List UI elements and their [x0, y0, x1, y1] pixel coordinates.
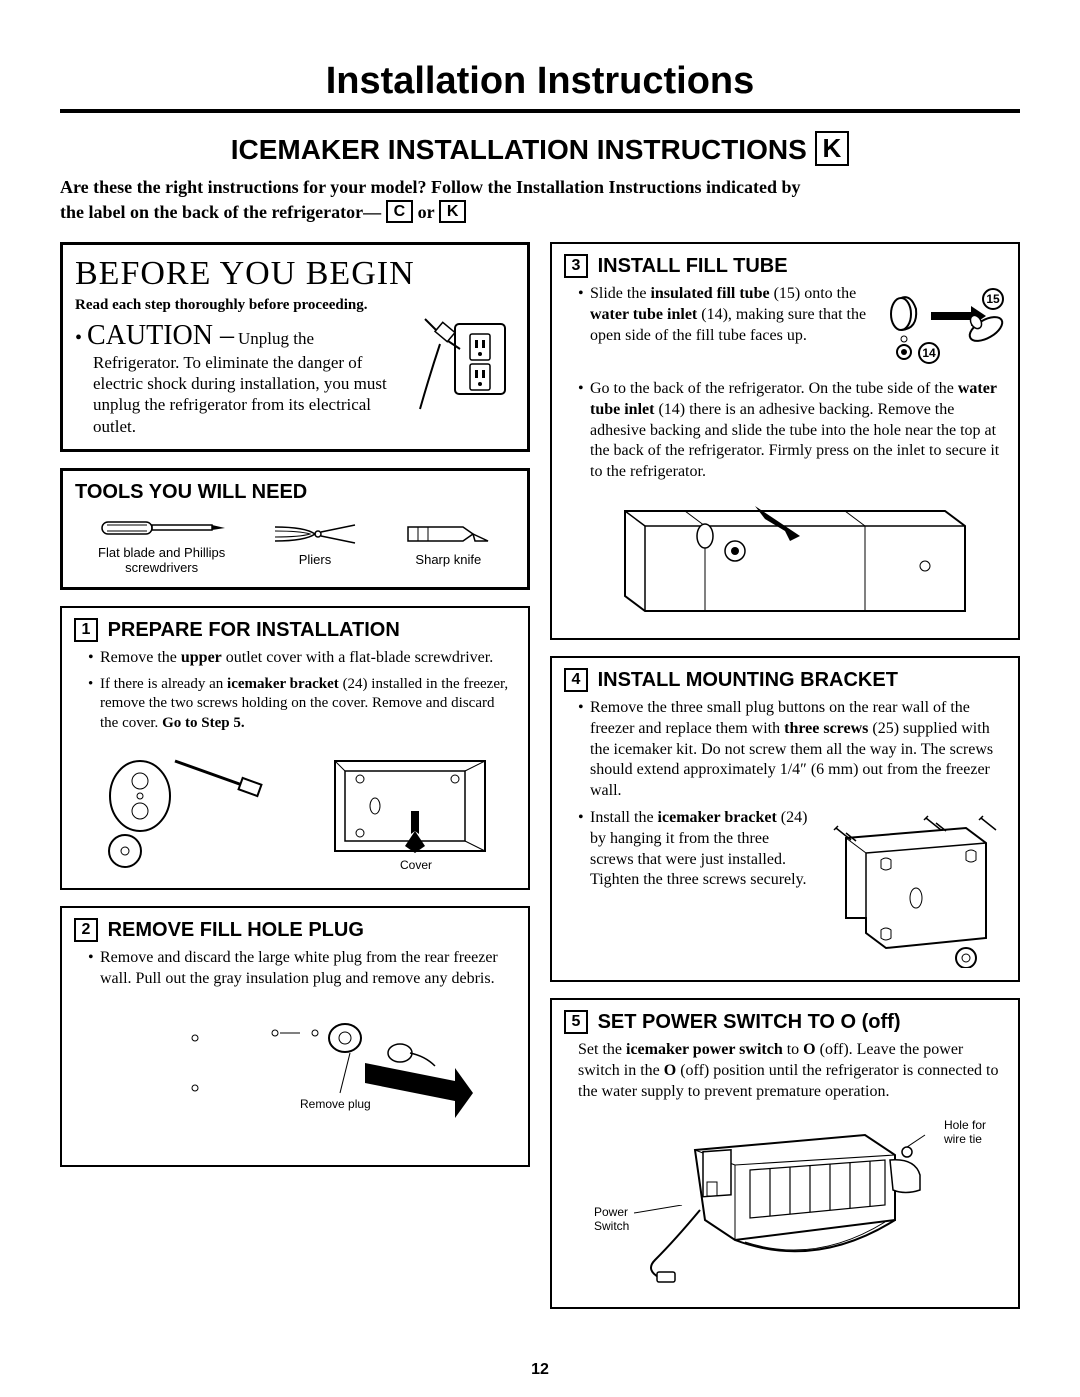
power-switch-label: Power Switch: [594, 1205, 629, 1233]
page-number: 12: [0, 1361, 1080, 1379]
caution-lead: CAUTION –: [87, 320, 234, 351]
subtitle-text: ICEMAKER INSTALLATION INSTRUCTIONS: [231, 134, 807, 165]
svg-text:Cover: Cover: [400, 858, 432, 871]
step4-badge: 4: [564, 668, 588, 692]
step1-title: PREPARE FOR INSTALLATION: [108, 619, 400, 641]
intro-line2-pre: the label on the back of the refrigerato…: [60, 202, 381, 222]
step4-bracket-icon: [816, 808, 1006, 968]
intro-box-c: C: [386, 200, 414, 223]
step4-panel: 4 INSTALL MOUNTING BRACKET Remove the th…: [550, 656, 1020, 982]
step4-bullet2: Install the icemaker bracket (24) by han…: [578, 808, 808, 891]
caution-body: Refrigerator. To eliminate the danger of…: [75, 352, 405, 437]
outlet-plug-icon: [415, 314, 515, 414]
tool-pliers-label: Pliers: [270, 552, 360, 567]
step3-bullet1: Slide the insulated fill tube (15) onto …: [578, 284, 868, 346]
tools-title: TOOLS YOU WILL NEED: [75, 481, 515, 504]
tool-knife-label: Sharp knife: [403, 552, 493, 567]
step2-illustration: Remove plug: [115, 998, 475, 1148]
label-15: 15: [982, 288, 1004, 310]
before-you-begin-panel: BEFORE YOU BEGIN Read each step thorough…: [60, 242, 530, 452]
step3-bullet2: Go to the back of the refrigerator. On t…: [578, 379, 1006, 483]
tool-knife: Sharp knife: [403, 519, 493, 567]
step1-illustration: Cover: [85, 741, 505, 871]
caution-unplug: Unplug the: [238, 329, 314, 348]
left-column: BEFORE YOU BEGIN Read each step thorough…: [60, 242, 530, 1325]
step5-icemaker-icon: [585, 1110, 985, 1290]
before-you-begin-subtitle: Read each step thoroughly before proceed…: [75, 297, 515, 314]
knife-icon: [403, 519, 493, 549]
subtitle: ICEMAKER INSTALLATION INSTRUCTIONS K: [60, 131, 1020, 166]
intro-or: or: [418, 202, 435, 222]
svg-text:Remove plug: Remove plug: [300, 1097, 371, 1111]
hole-wiretie-label: Hole for wire tie: [944, 1118, 986, 1146]
tool-pliers: Pliers: [270, 519, 360, 567]
step2-panel: 2 REMOVE FILL HOLE PLUG Remove and disca…: [60, 906, 530, 1167]
before-you-begin-title: BEFORE YOU BEGIN: [75, 255, 515, 293]
tool-screwdriver-label: Flat blade and Phillips screwdrivers: [97, 545, 227, 575]
step5-title: SET POWER SWITCH TO O (off): [598, 1011, 901, 1033]
step3-rear-illustration: [585, 491, 985, 621]
step4-title: INSTALL MOUNTING BRACKET: [598, 669, 898, 691]
pliers-icon: [270, 519, 360, 549]
subtitle-box-k: K: [815, 131, 850, 166]
step5-badge: 5: [564, 1010, 588, 1034]
step1-badge: 1: [74, 618, 98, 642]
step4-bullet1: Remove the three small plug buttons on t…: [578, 698, 1006, 802]
intro-paragraph: Are these the right instructions for you…: [60, 176, 1020, 224]
intro-line1: Are these the right instructions for you…: [60, 177, 801, 197]
step3-title: INSTALL FILL TUBE: [598, 255, 788, 277]
label-14: 14: [918, 342, 940, 364]
step1-bullet1: Remove the upper outlet cover with a fla…: [88, 648, 516, 669]
step3-badge: 3: [564, 254, 588, 278]
title-rule: [60, 109, 1020, 113]
step2-title: REMOVE FILL HOLE PLUG: [108, 919, 364, 941]
step2-badge: 2: [74, 918, 98, 942]
right-column: 3 INSTALL FILL TUBE Slide the insulated …: [550, 242, 1020, 1325]
step2-bullet1: Remove and discard the large white plug …: [88, 948, 516, 990]
step1-bullet2: If there is already an icemaker bracket …: [88, 675, 516, 734]
step5-text: Set the icemaker power switch to O (off)…: [564, 1040, 1006, 1102]
tools-panel: TOOLS YOU WILL NEED Flat blade and Phill…: [60, 468, 530, 590]
tool-screwdriver: Flat blade and Phillips screwdrivers: [97, 512, 227, 575]
page-title: Installation Instructions: [60, 60, 1020, 109]
screwdriver-icon: [97, 512, 227, 542]
step5-panel: 5 SET POWER SWITCH TO O (off) Set the ic…: [550, 998, 1020, 1309]
step1-panel: 1 PREPARE FOR INSTALLATION Remove the up…: [60, 606, 530, 890]
intro-box-k: K: [439, 200, 467, 223]
step3-panel: 3 INSTALL FILL TUBE Slide the insulated …: [550, 242, 1020, 640]
